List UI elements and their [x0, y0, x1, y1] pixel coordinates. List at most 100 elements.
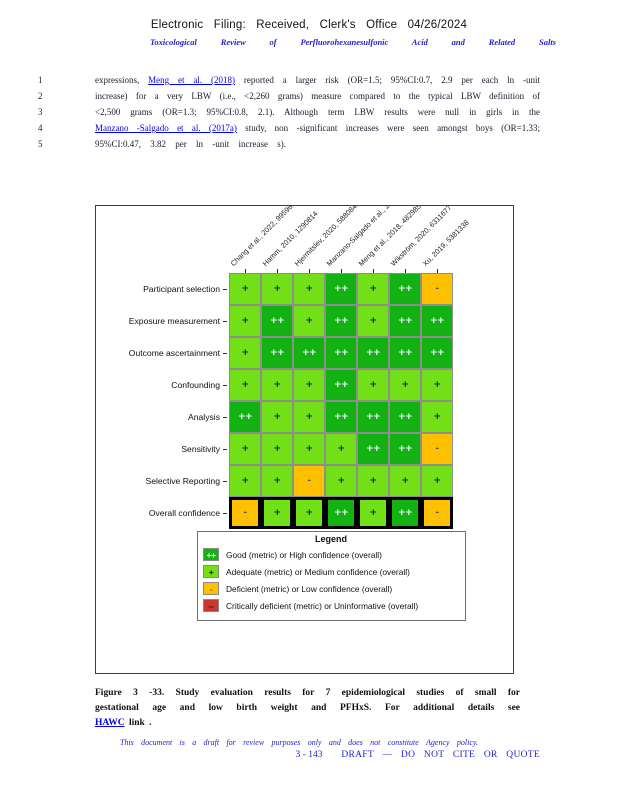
line-number: 2 [38, 91, 43, 101]
legend-label: Deficient (metric) or Low confidence (ov… [226, 583, 393, 594]
document-title: Toxicological Review of Perfluorohexanes… [150, 37, 556, 47]
text-segment: 95%CI:0.47, 3.82 per ln -unit increase s… [95, 139, 286, 149]
heatmap-cell: - [421, 497, 453, 529]
heatmap-cell: ++ [389, 433, 421, 465]
heatmap-cell: + [357, 305, 389, 337]
filing-header: Electronic Filing: Received, Clerk's Off… [150, 19, 468, 31]
heatmap-cell: + [421, 465, 453, 497]
row-label: Exposure measurement [128, 316, 220, 326]
heatmap-cell: + [229, 273, 261, 305]
heatmap-cell: + [229, 369, 261, 401]
legend-box: Legend ++ Good (metric) or High confidenc… [197, 531, 466, 621]
column-header: Wikström, 2020, 6311677 [388, 205, 454, 268]
heatmap-cell: ++ [293, 337, 325, 369]
heatmap-cell: + [261, 433, 293, 465]
legend-label: Critically deficient (metric) or Uninfor… [226, 600, 419, 611]
heatmap-cell: + [293, 273, 325, 305]
row-label: Sensitivity [181, 444, 220, 454]
legend-entry: ++ Good (metric) or High confidence (over… [203, 548, 459, 561]
heatmap-cell: + [357, 273, 389, 305]
column-tick [373, 269, 374, 273]
line-number: 1 [38, 75, 43, 85]
row-tick [223, 513, 227, 514]
text-segment: link . [124, 718, 152, 728]
paragraph-line: 4 Manzano -Salgado et al. (2017a) study, … [38, 120, 540, 136]
heatmap-cell: + [293, 433, 325, 465]
heatmap-cell: - [421, 433, 453, 465]
heatmap-cell: + [389, 369, 421, 401]
row-tick [223, 417, 227, 418]
legend-swatch: ++ [203, 548, 219, 561]
heatmap-cell: ++ [325, 305, 357, 337]
heatmap-cell: + [325, 433, 357, 465]
heatmap-cell: + [229, 337, 261, 369]
column-tick [277, 269, 278, 273]
page-number: 3 - 143 [295, 750, 323, 760]
heatmap-cell: + [293, 369, 325, 401]
legend-entry: - Deficient (metric) or Low confidence (o… [203, 582, 459, 595]
heatmap-cell: ++ [357, 401, 389, 433]
caption-line: gestational age and low birth weight and… [95, 701, 520, 716]
text-link[interactable]: Meng et al. (2018) [148, 75, 235, 85]
body-paragraph: 1 expressions, Meng et al. (2018) reporte… [38, 72, 540, 152]
heatmap-cell: + [357, 465, 389, 497]
row-label: Participant selection [143, 284, 220, 294]
heatmap-cell: + [421, 369, 453, 401]
column-tick [245, 269, 246, 273]
heatmap-cell: + [261, 465, 293, 497]
legend-label: Good (metric) or High confidence (overal… [226, 549, 382, 560]
line-number: 3 [38, 107, 43, 117]
heatmap-cell: - [421, 273, 453, 305]
heatmap-cell: ++ [229, 401, 261, 433]
legend-entries: ++ Good (metric) or High confidence (over… [203, 548, 459, 612]
heatmap-cell: + [325, 465, 357, 497]
heatmap-cell: + [261, 401, 293, 433]
heatmap-cell: ++ [389, 337, 421, 369]
heatmap-cell: ++ [325, 369, 357, 401]
paragraph-line: 3 <2,500 grams (OR=1.3; 95%CI:0.8, 2.1). … [38, 104, 540, 120]
paragraph-line: 1 expressions, Meng et al. (2018) reporte… [38, 72, 540, 88]
heatmap-cell: + [293, 497, 325, 529]
legend-swatch: - [203, 582, 219, 595]
column-tick [309, 269, 310, 273]
heatmap-cell: ++ [357, 337, 389, 369]
text-segment: gestational age and low birth weight and… [95, 703, 520, 713]
heatmap-cell: ++ [357, 433, 389, 465]
heatmap-cell: + [229, 433, 261, 465]
heatmap-cell: ++ [325, 273, 357, 305]
row-label: Confounding [171, 380, 220, 390]
heatmap-cell: - [229, 497, 261, 529]
heatmap-cell: + [293, 401, 325, 433]
figure-box: Chang et al., 2022, 9959668 Hamm, 2010, 1… [95, 205, 514, 674]
caption-line: Figure 3 -33. Study evaluation results f… [95, 686, 520, 701]
line-number: 5 [38, 139, 43, 149]
legend-title: Legend [314, 534, 347, 544]
paragraph-line: 5 95%CI:0.47, 3.82 per ln -unit increase … [38, 136, 540, 152]
heatmap-cell: ++ [389, 305, 421, 337]
heatmap-cell: + [261, 497, 293, 529]
text-segment: <2,500 grams (OR=1.3; 95%CI:0.8, 2.1). A… [95, 107, 540, 117]
heatmap-cell: ++ [389, 273, 421, 305]
line-number: 4 [38, 123, 43, 133]
text-segment: study, non -significant increases were s… [236, 123, 540, 133]
heatmap-cell: + [229, 305, 261, 337]
heatmap-cell: + [357, 369, 389, 401]
draft-stamp: DRAFT — DO NOT CITE OR QUOTE [341, 750, 540, 760]
heatmap-cell: + [389, 465, 421, 497]
heatmap-cell: ++ [325, 497, 357, 529]
text-link[interactable]: HAWC [95, 718, 125, 728]
row-tick [223, 289, 227, 290]
row-label: Outcome ascertainment [128, 348, 220, 358]
legend-swatch: + [203, 565, 219, 578]
heatmap-cell: - [293, 465, 325, 497]
heatmap-cell: ++ [421, 305, 453, 337]
heatmap-cell: ++ [325, 337, 357, 369]
column-header: Hamm, 2010, 1290814 [260, 209, 320, 268]
heatmap-cell: + [293, 305, 325, 337]
text-link[interactable]: Manzano -Salgado et al. (2017a) [95, 123, 237, 133]
heatmap-cell: ++ [261, 305, 293, 337]
heatmap-cell: ++ [389, 497, 421, 529]
heatmap-cell: + [229, 465, 261, 497]
column-tick [405, 269, 406, 273]
